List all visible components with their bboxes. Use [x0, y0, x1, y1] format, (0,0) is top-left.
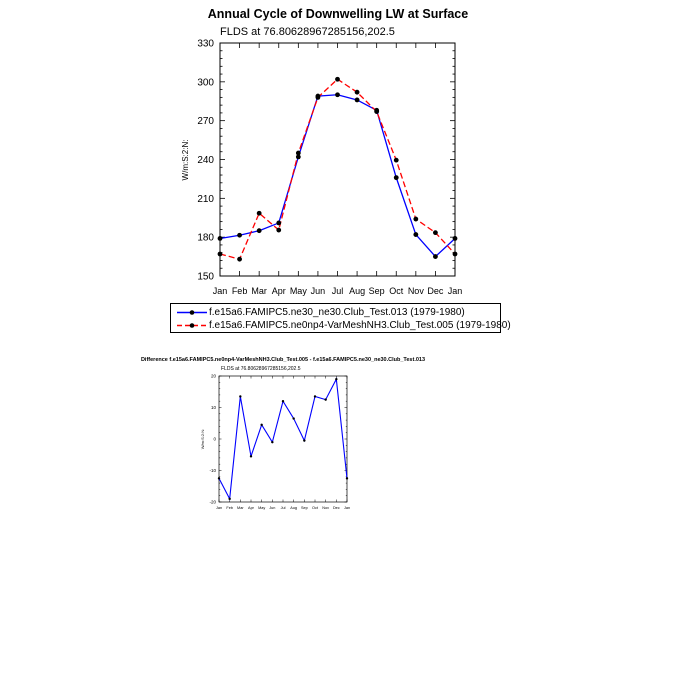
y-tick-label: 270 [197, 116, 214, 127]
data-point-series-2 [315, 94, 321, 100]
difference-chart-subtitle: FLDS at 76.80628967285156,202.5 [221, 366, 301, 372]
data-point-series-1 [239, 395, 242, 398]
x-tick-label: Jan [216, 506, 222, 510]
y-tick-label: 300 [197, 77, 214, 88]
x-tick-label: May [290, 286, 308, 296]
data-point-series-1 [324, 398, 327, 401]
x-tick-label: Mar [237, 506, 244, 510]
data-point-series-1 [237, 232, 242, 238]
data-point-series-1 [413, 232, 419, 237]
data-point-series-1 [393, 175, 399, 181]
x-tick-label: Oct [389, 286, 404, 296]
x-tick-label: Sep [301, 506, 308, 510]
x-tick-label: Oct [312, 506, 319, 510]
data-point-series-1 [271, 440, 274, 444]
data-point-series-2 [413, 216, 419, 222]
data-point-series-2 [256, 210, 262, 216]
data-point-series-1 [433, 254, 438, 259]
x-tick-label: Jun [311, 286, 326, 296]
axis-ticks: 150 180 210 240 270 300 330 Jan Feb Mar Apr May Jun J… [197, 39, 462, 297]
data-point-series-1 [292, 417, 295, 420]
data-point-series-2 [452, 251, 458, 257]
data-point-series-1 [313, 395, 317, 398]
y-tick-label: 180 [197, 233, 214, 244]
legend-sample-series-2 [175, 319, 209, 332]
data-point-series-1 [228, 497, 231, 501]
x-tick-label: Jan [213, 286, 228, 296]
x-tick-label: Apr [272, 286, 286, 296]
data-point-series-1 [217, 477, 221, 480]
y-tick-label: 0 [213, 437, 216, 442]
data-point-series-2 [354, 89, 360, 95]
x-tick-label: Nov [408, 286, 425, 296]
x-tick-label: Mar [251, 286, 267, 296]
data-point-series-1 [345, 477, 349, 480]
x-tick-label: Aug [349, 286, 365, 296]
data-point-series-1 [281, 400, 285, 403]
data-point-series-2 [393, 157, 399, 163]
series-line-1 [219, 94, 456, 258]
data-point-series-2 [217, 251, 223, 257]
y-axis-label: W/m:S:2:N: [181, 140, 190, 181]
difference-chart: Difference f.e15a6.FAMIPC5.ne0np4-VarMes… [141, 357, 425, 510]
difference-series-group [217, 377, 349, 501]
data-point-series-2 [374, 109, 380, 115]
x-tick-label: Aug [290, 506, 297, 510]
difference-y-axis-label: W/m:S:2:N: [200, 429, 205, 449]
x-tick-label: Apr [248, 506, 255, 510]
x-tick-label: Jan [344, 506, 350, 510]
data-point-series-2 [276, 227, 282, 233]
data-point-series-1 [256, 228, 262, 234]
y-tick-label: 240 [197, 155, 214, 166]
series-line-1 [218, 377, 348, 501]
legend-entry-1: f.e15a6.FAMIPC5.ne30_ne30.Club_Test.013 … [175, 306, 465, 319]
y-tick-label: 330 [197, 39, 214, 50]
data-point-series-1 [260, 423, 263, 427]
y-tick-label: -20 [209, 500, 216, 505]
chart-subtitle: FLDS at 76.80628967285156,202.5 [220, 26, 395, 38]
x-tick-label: Feb [232, 286, 248, 296]
x-tick-label: Dec [333, 506, 340, 510]
x-tick-label: Jul [332, 286, 344, 296]
legend-sample-series-1 [175, 306, 209, 319]
data-point-series-1 [335, 92, 340, 98]
data-point-series-1 [335, 377, 338, 381]
data-point-series-1 [303, 439, 306, 442]
y-tick-label: 20 [211, 374, 217, 379]
data-point-series-2 [433, 230, 438, 236]
data-point-series-2 [335, 76, 340, 82]
data-point-series-1 [217, 236, 223, 241]
main-chart: Annual Cycle of Downwelling LW at Surfac… [181, 7, 468, 296]
series-group [217, 76, 458, 262]
data-point-series-1 [249, 455, 253, 458]
chart-legend: f.e15a6.FAMIPC5.ne30_ne30.Club_Test.013 … [170, 303, 511, 333]
y-tick-label: -10 [209, 468, 216, 473]
data-point-series-1 [354, 97, 360, 103]
data-point-series-1 [452, 236, 458, 241]
x-tick-label: Feb [226, 506, 233, 510]
legend-label-series-2: f.e15a6.FAMIPC5.ne0np4-VarMeshNH3.Club_T… [209, 320, 511, 331]
y-tick-label: 210 [197, 194, 214, 205]
chart-title: Annual Cycle of Downwelling LW at Surfac… [208, 7, 468, 21]
data-point-series-1 [295, 154, 301, 160]
x-tick-label: Sep [369, 286, 385, 296]
legend-entry-2: f.e15a6.FAMIPC5.ne0np4-VarMeshNH3.Club_T… [175, 319, 511, 332]
difference-axis-ticks: -20 -10 0 10 20 Jan Feb Mar Apr May Jun Jul Aug Sep Oc… [209, 374, 350, 510]
x-tick-label: Jan [448, 286, 463, 296]
data-point-series-2 [295, 150, 301, 156]
y-tick-label: 10 [211, 405, 217, 410]
x-tick-label: May [258, 506, 265, 510]
difference-chart-title: Difference f.e15a6.FAMIPC5.ne0np4-VarMes… [141, 357, 425, 363]
legend-label-series-1: f.e15a6.FAMIPC5.ne30_ne30.Club_Test.013 … [209, 307, 465, 318]
x-tick-label: Jun [269, 506, 275, 510]
x-tick-label: Jul [281, 506, 286, 510]
x-tick-label: Nov [322, 506, 329, 510]
data-point-series-2 [237, 256, 242, 262]
x-tick-label: Dec [427, 286, 444, 296]
data-point-series-1 [276, 220, 282, 226]
y-tick-label: 150 [197, 272, 214, 283]
